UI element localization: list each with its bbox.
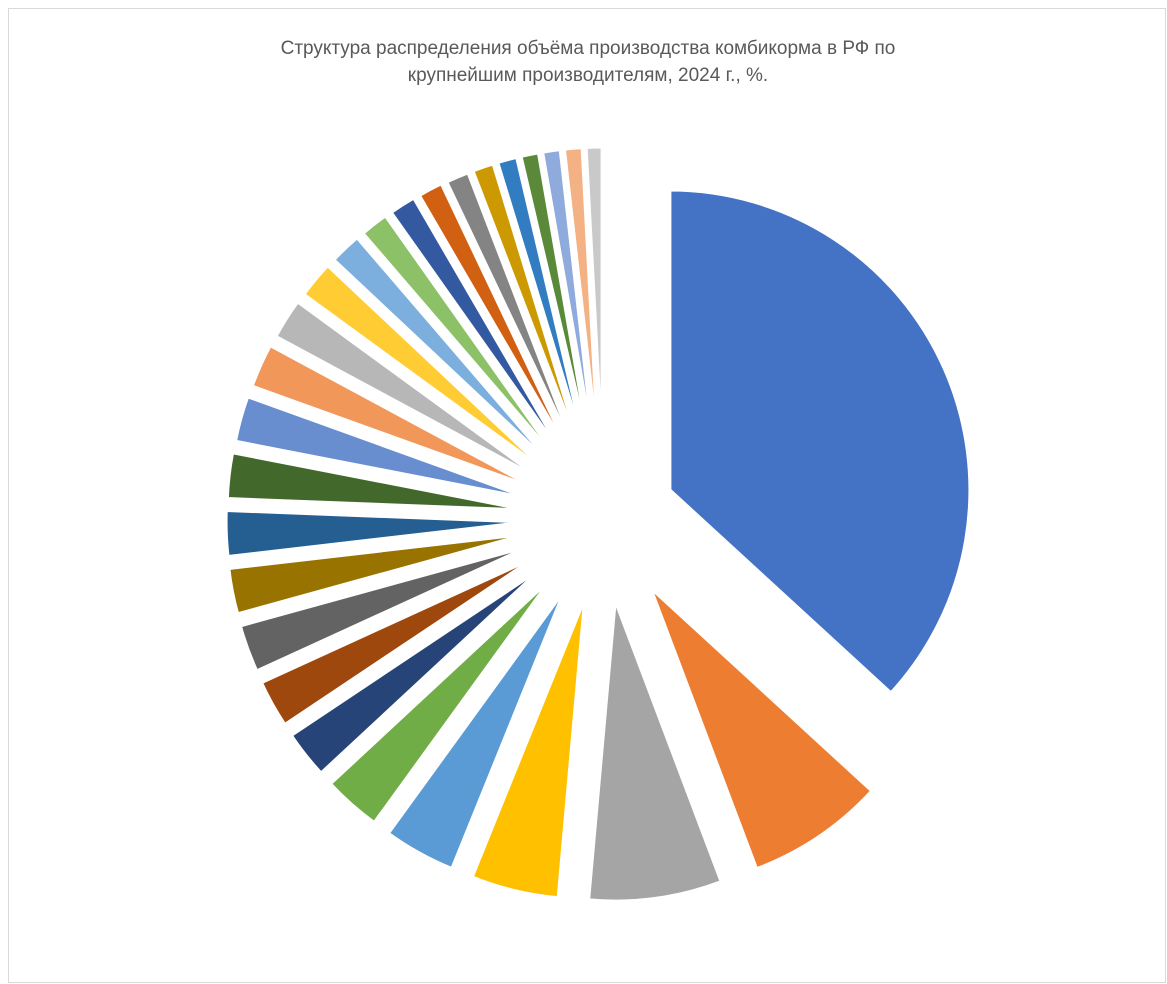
pie-slice-24 <box>519 151 592 450</box>
pie-slice-23 <box>496 155 587 451</box>
pie-slice-4 <box>470 597 587 900</box>
pie-slice-2 <box>649 586 874 871</box>
pie-slice-12 <box>225 451 529 512</box>
pie-slice-1 <box>668 188 972 695</box>
chart-title-line-1: Структура распределения объёма производс… <box>280 38 896 59</box>
pie-slice-11 <box>224 508 528 559</box>
pie-slice-21 <box>445 171 578 455</box>
chart-area: Структура распределения объёма производс… <box>8 8 1166 983</box>
pie-slice-17 <box>332 236 555 467</box>
chart-title-line-2: крупнейшим производителям, 2024 г., %. <box>407 65 769 86</box>
pie-slice-7 <box>289 567 543 775</box>
pie-slice-26 <box>562 146 600 449</box>
chart-title: Структура распределения объёма производс… <box>9 35 1167 89</box>
pie-slice-5 <box>386 588 566 870</box>
pie-slice-20 <box>417 182 572 457</box>
pie-slice-13 <box>233 395 532 501</box>
pie-slice-3 <box>587 599 723 903</box>
pie-slice-18 <box>361 214 561 463</box>
pie-slice-27 <box>584 145 604 449</box>
pie-slice-10 <box>227 532 529 616</box>
pie-slice-16 <box>302 264 548 473</box>
pie-slice-9 <box>238 544 532 673</box>
pie-slice-15 <box>274 300 542 481</box>
pie-chart <box>224 145 972 903</box>
pie-slice-25 <box>541 148 596 450</box>
pie-slice-14 <box>250 344 536 490</box>
pie-slice-6 <box>328 578 552 825</box>
pie-slice-19 <box>389 196 566 459</box>
pie-slice-22 <box>471 162 583 453</box>
pie-slice-8 <box>259 556 536 726</box>
